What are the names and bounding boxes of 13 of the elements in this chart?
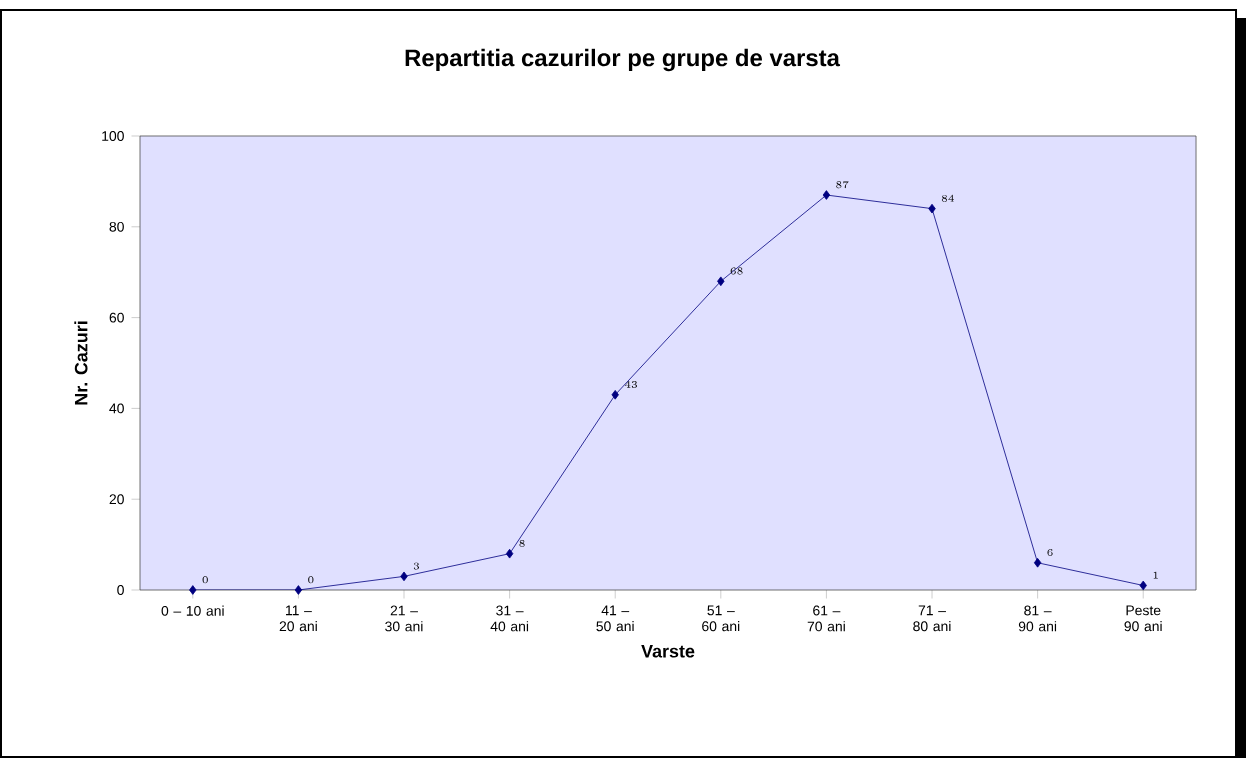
- point: [294, 585, 303, 595]
- point: [1139, 580, 1147, 591]
- point: [189, 585, 197, 595]
- point: [928, 203, 936, 214]
- chart-title: Repartitia cazurilor pe grupe de varsta: [405, 48, 841, 72]
- y-axis-title: Nr. Cazuri: [74, 321, 88, 405]
- point: [1033, 557, 1042, 568]
- point: [717, 276, 725, 287]
- point: [611, 389, 619, 400]
- x-axis-title: Varste: [641, 645, 695, 658]
- point: [822, 190, 831, 200]
- point: [505, 548, 514, 559]
- point: [400, 571, 408, 582]
